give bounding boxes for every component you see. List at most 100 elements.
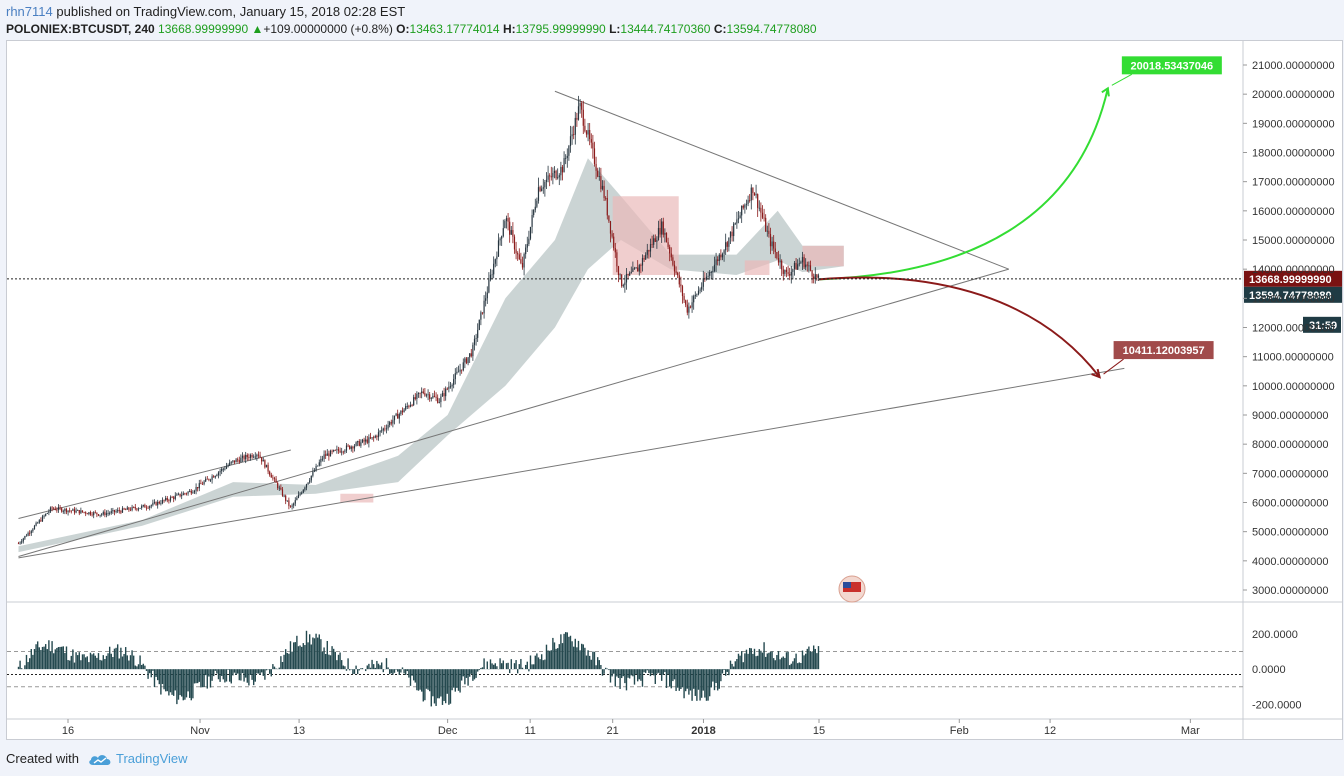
oscillator-bar bbox=[441, 669, 444, 705]
oscillator-bar bbox=[200, 669, 202, 688]
oscillator-bar bbox=[331, 646, 333, 670]
trendlines[interactable] bbox=[18, 90, 1125, 559]
oscillator-bar bbox=[291, 651, 293, 670]
candle-body bbox=[328, 453, 330, 457]
oscillator-bar bbox=[816, 653, 818, 670]
projection-curve-up[interactable] bbox=[818, 88, 1109, 281]
oscillator-bar bbox=[259, 669, 261, 675]
candle-body bbox=[102, 512, 104, 515]
oscillator-bar bbox=[718, 669, 720, 689]
candle-body bbox=[265, 464, 268, 468]
oscillator-bar bbox=[593, 651, 596, 670]
oscillator-bar bbox=[153, 669, 156, 688]
oscillator-bar bbox=[56, 647, 58, 670]
close-value: 13594.74778080 bbox=[726, 22, 817, 36]
candle-body bbox=[470, 353, 472, 357]
candle-body bbox=[414, 397, 416, 399]
oscillator-bar bbox=[694, 669, 696, 696]
tradingview-logo[interactable]: TradingView bbox=[88, 751, 188, 766]
candle-body bbox=[352, 446, 354, 449]
time-tick-label: Nov bbox=[190, 725, 210, 737]
candle-body bbox=[88, 512, 90, 515]
candle-body bbox=[425, 394, 428, 396]
candle-body bbox=[40, 520, 42, 522]
candle-body bbox=[294, 500, 296, 504]
candle-body bbox=[499, 238, 501, 241]
candle-body bbox=[51, 507, 53, 509]
oscillator-bar bbox=[614, 669, 616, 687]
oscillator-bar bbox=[273, 666, 276, 670]
projection-label[interactable]: 10411.12003957 bbox=[1123, 345, 1205, 357]
flag-icon[interactable] bbox=[838, 575, 866, 603]
candle-body bbox=[517, 253, 519, 255]
oscillator-bar bbox=[790, 663, 792, 670]
candle-body bbox=[168, 500, 170, 502]
published-text: published on TradingView.com, January 15… bbox=[56, 4, 406, 19]
candle-body bbox=[219, 471, 221, 473]
candle-body bbox=[369, 437, 372, 439]
oscillator-bar bbox=[97, 653, 100, 670]
projection-arrow-up bbox=[1101, 86, 1110, 97]
candle-body bbox=[651, 244, 653, 245]
oscillator-bar bbox=[366, 665, 368, 670]
oscillator-bar bbox=[588, 655, 591, 670]
oscillator-bar bbox=[308, 634, 311, 670]
candle-body bbox=[395, 413, 397, 416]
chart-area[interactable]: 20018.53437046 10411.12003957 13668.99999… bbox=[6, 40, 1343, 740]
oscillator-bar bbox=[544, 659, 546, 670]
oscillator-bar bbox=[683, 669, 685, 699]
oscillator-bar bbox=[36, 641, 39, 670]
oscillator-bar bbox=[664, 669, 666, 673]
candle-body bbox=[569, 136, 572, 147]
close-price-tag: 13594.74778080 bbox=[1249, 290, 1332, 302]
oscillator-bar bbox=[569, 635, 572, 670]
projection-curve-down[interactable] bbox=[818, 276, 1101, 378]
candle-body bbox=[630, 271, 632, 273]
oscillator-bar bbox=[297, 646, 300, 670]
price-tick-label: 8000.00000000 bbox=[1252, 439, 1328, 451]
oscillator-bar bbox=[65, 646, 68, 670]
ohlc-legend: POLONIEX:BTCUSDT, 240 13668.99999990 ▲+1… bbox=[6, 22, 817, 36]
symbol-label[interactable]: POLONIEX:BTCUSDT, 240 bbox=[6, 22, 155, 36]
candle-body bbox=[177, 493, 180, 495]
candle-body bbox=[502, 228, 504, 237]
oscillator-bar bbox=[416, 669, 418, 691]
price-chart[interactable]: 20018.53437046 10411.12003957 13668.99999… bbox=[7, 41, 1342, 739]
oscillator-bar bbox=[198, 669, 200, 682]
oscillator-bar bbox=[28, 658, 31, 670]
oscillator-bar bbox=[75, 652, 77, 670]
oscillator-bar bbox=[254, 669, 256, 682]
oscillator-bar bbox=[174, 669, 176, 691]
candle-body bbox=[405, 406, 407, 410]
oscillator-bar bbox=[656, 669, 658, 674]
price-tick-label: 20000.00000000 bbox=[1252, 89, 1335, 101]
author-link[interactable]: rhn7114 bbox=[6, 4, 53, 19]
trendline[interactable] bbox=[18, 268, 1009, 557]
trendline[interactable] bbox=[554, 90, 1009, 270]
oscillator-bar bbox=[392, 669, 394, 675]
oscillator-bar bbox=[51, 641, 53, 670]
oscillator-bar bbox=[500, 663, 503, 670]
candle-body bbox=[433, 395, 436, 397]
candle-body bbox=[126, 507, 128, 510]
oscillator-bar bbox=[641, 669, 644, 687]
oscillator-bar bbox=[780, 657, 783, 670]
cloud-icon bbox=[89, 754, 111, 765]
candle-body bbox=[152, 502, 154, 506]
trendline[interactable] bbox=[18, 367, 1125, 559]
oscillator-bar bbox=[41, 646, 44, 670]
candle-body bbox=[539, 187, 541, 191]
candle-body bbox=[753, 193, 756, 196]
candle-body bbox=[61, 508, 63, 512]
candle-body bbox=[261, 457, 263, 462]
oscillator-bar bbox=[107, 653, 109, 670]
price-axis[interactable]: 21000.00000000 20000.00000000 19000.000000… bbox=[7, 41, 1342, 739]
candle-body bbox=[30, 531, 32, 534]
candle-body bbox=[526, 243, 528, 248]
oscillator-bar bbox=[345, 669, 348, 671]
oscillator-bar bbox=[396, 669, 399, 672]
projection-label[interactable]: 20018.53437046 bbox=[1131, 60, 1214, 72]
projections[interactable]: 20018.53437046 10411.12003957 bbox=[818, 56, 1222, 379]
tradingview-brand[interactable]: TradingView bbox=[116, 751, 188, 766]
time-axis[interactable]: 16 Nov 13 Dec 11 21 2018 15 Feb 12 Mar bbox=[62, 719, 1200, 737]
